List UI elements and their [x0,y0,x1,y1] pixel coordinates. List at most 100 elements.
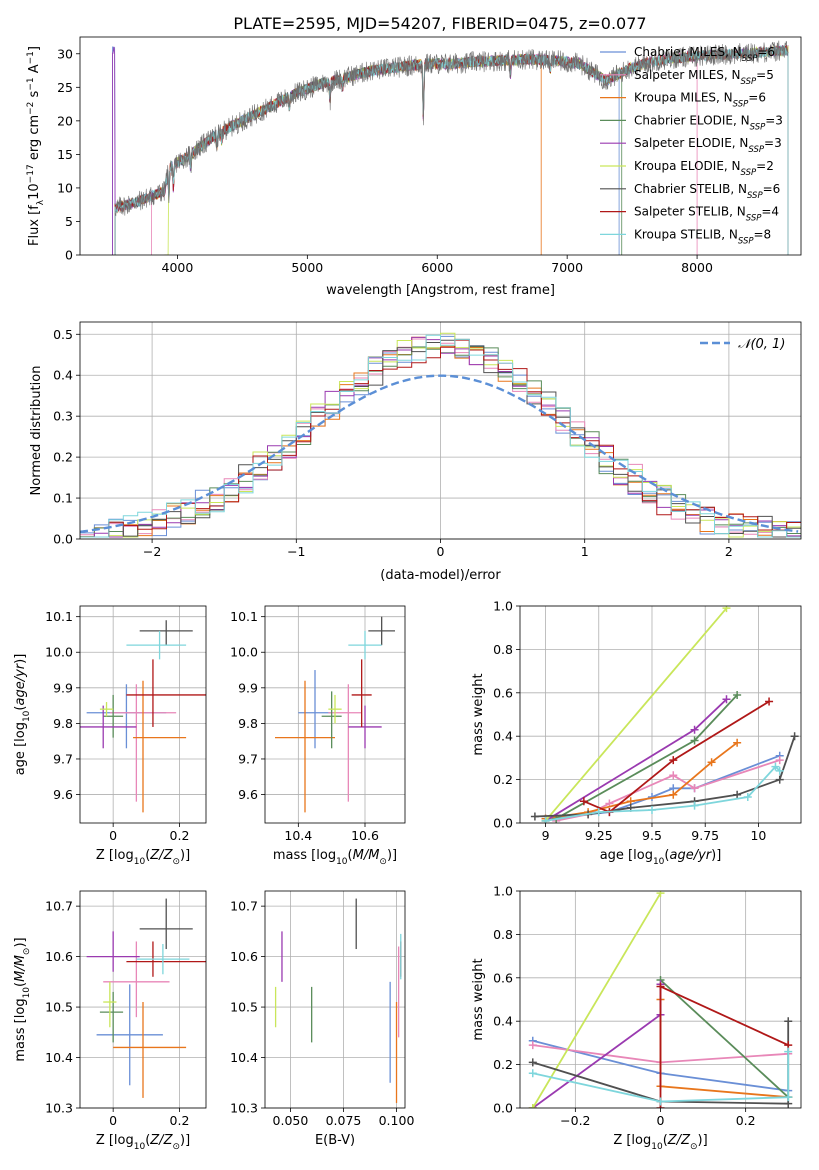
x-tick-label: 0.2 [170,828,190,843]
age-vs-mass-plot-area [275,616,395,813]
y-tick-label: 0.5 [53,327,73,342]
data-point [368,616,395,646]
weight-vs-age-plot-area [530,606,799,823]
x-axis-label: E(B-V) [315,1133,355,1148]
y-tick-label: 10.1 [230,609,258,624]
y-tick-label: 10.5 [45,1000,73,1015]
y-tick-label: 1.0 [493,599,513,614]
y-tick-label: 10.0 [230,645,258,660]
data-point [321,691,342,749]
x-tick-label: 9.25 [585,828,613,843]
y-tick-label: 0.2 [493,772,513,787]
legend-label: Kroupa STELIB, NSSP=8 [634,227,771,246]
legend-label: Kroupa ELODIE, NSSP=2 [634,159,774,178]
weight-marker [669,756,678,765]
data-point [328,684,362,802]
data-point [99,991,124,1043]
weight-marker [784,1093,793,1102]
spectrum-panel: 4000 5000 6000 7000 8000 0 5 10 15 20 25 30 waveleng… [26,36,802,298]
y-tick-label: 0.0 [493,1101,513,1116]
weight-marker [528,1058,537,1067]
axes-frame [79,890,207,1109]
weight-marker [790,732,799,741]
weight-marker [669,790,678,799]
x-axis-label: Z [log10(Z/Z⊙)] [96,848,190,867]
x-tick-label: 0.2 [170,1113,190,1128]
weight-marker [530,812,539,821]
y-axis-label: age [log10(age/yr)] [13,654,32,776]
weight-marker [528,1104,537,1108]
weight-marker [722,695,731,704]
y-tick-label: 0.4 [53,368,73,383]
y-axis-label: mass weight [471,673,486,755]
x-tick-label: 0.075 [326,1113,362,1128]
legend-label: Chabrier ELODIE, NSSP=3 [634,113,783,132]
y-axis-label: mass weight [471,958,486,1040]
x-tick-label: 10.6 [351,828,379,843]
weight-vs-Z-plot-area [528,891,793,1108]
x-tick-label: −2 [143,544,161,559]
y-tick-label: 10.7 [45,899,73,914]
data-point [99,702,114,717]
x-tick-label: 5000 [291,260,323,275]
axes-frame [79,321,802,540]
weight-line [544,607,728,822]
mass-vs-Z-plot-area [86,898,206,1098]
data-point [103,941,170,1018]
mass-vs-ebv-panel: 0.050 0.075 0.100 10.3 10.4 10.5 10.6 10.7 [230,890,415,1128]
y-tick-label: 25 [57,80,73,95]
data-point [298,670,332,749]
y-axis-label: Normed distribution [29,366,44,496]
x-tick-label: −0.2 [560,1113,590,1128]
weight-marker [690,801,699,810]
y-tick-label: 9.6 [53,787,73,802]
y-tick-label: 10.4 [45,1050,73,1065]
mass-vs-Z-panel: 0 0.2 10.3 10.4 10.5 10.6 10.7 Z [log10(Z/Z⊙)] m… [13,890,207,1152]
weight-marker [656,891,665,898]
y-axis-label: Flux [fλ10−17 erg cm−2 s−1 A−1] [26,46,46,246]
x-tick-label: 9 [542,828,550,843]
data-point [126,659,206,727]
data-point [133,680,187,813]
y-tick-label: 0.6 [493,970,513,985]
x-axis-label: (data-model)/error [380,568,501,583]
spectrum-plot-area [112,40,789,255]
x-tick-label: 7000 [551,260,583,275]
data-point [328,694,342,724]
data-point [113,1002,187,1098]
y-tick-label: 0.1 [53,491,73,506]
x-tick-label: 9.75 [691,828,719,843]
age-vs-Z-plot-area [80,620,206,813]
y-tick-label: 10.4 [230,1050,258,1065]
legend-label: 𝒩(0, 1) [738,337,785,352]
x-tick-label: 0 [109,828,117,843]
data-point [348,630,382,660]
data-point [275,680,335,813]
x-tick-label: 0.100 [379,1113,415,1128]
legend-label: Salpeter MILES, NSSP=5 [634,68,774,87]
x-tick-label: −1 [287,544,305,559]
weight-marker [771,762,780,771]
data-point [80,705,137,749]
x-axis-label: Z [log10(Z/Z⊙)] [613,1133,707,1152]
weight-marker [690,736,699,745]
axes-frame [79,605,207,824]
weight-marker [690,784,699,793]
legend-label: Kroupa MILES, NSSP=6 [634,91,766,110]
weight-marker [733,690,742,699]
y-tick-label: 30 [57,46,73,61]
y-tick-label: 5 [65,214,73,229]
weight-marker [765,697,774,706]
weight-marker [528,1041,537,1050]
x-tick-label: 0 [437,544,445,559]
weight-marker [656,1097,665,1106]
residuals-plot-area [80,332,801,538]
y-tick-label: 9.8 [238,716,258,731]
weight-marker [733,738,742,747]
data-point [348,705,382,749]
weight-marker [579,797,588,806]
y-tick-label: 0.2 [53,450,73,465]
x-axis-label: Z [log10(Z/Z⊙)] [96,1133,190,1152]
data-point [351,659,372,727]
y-tick-label: 0.3 [53,409,73,424]
